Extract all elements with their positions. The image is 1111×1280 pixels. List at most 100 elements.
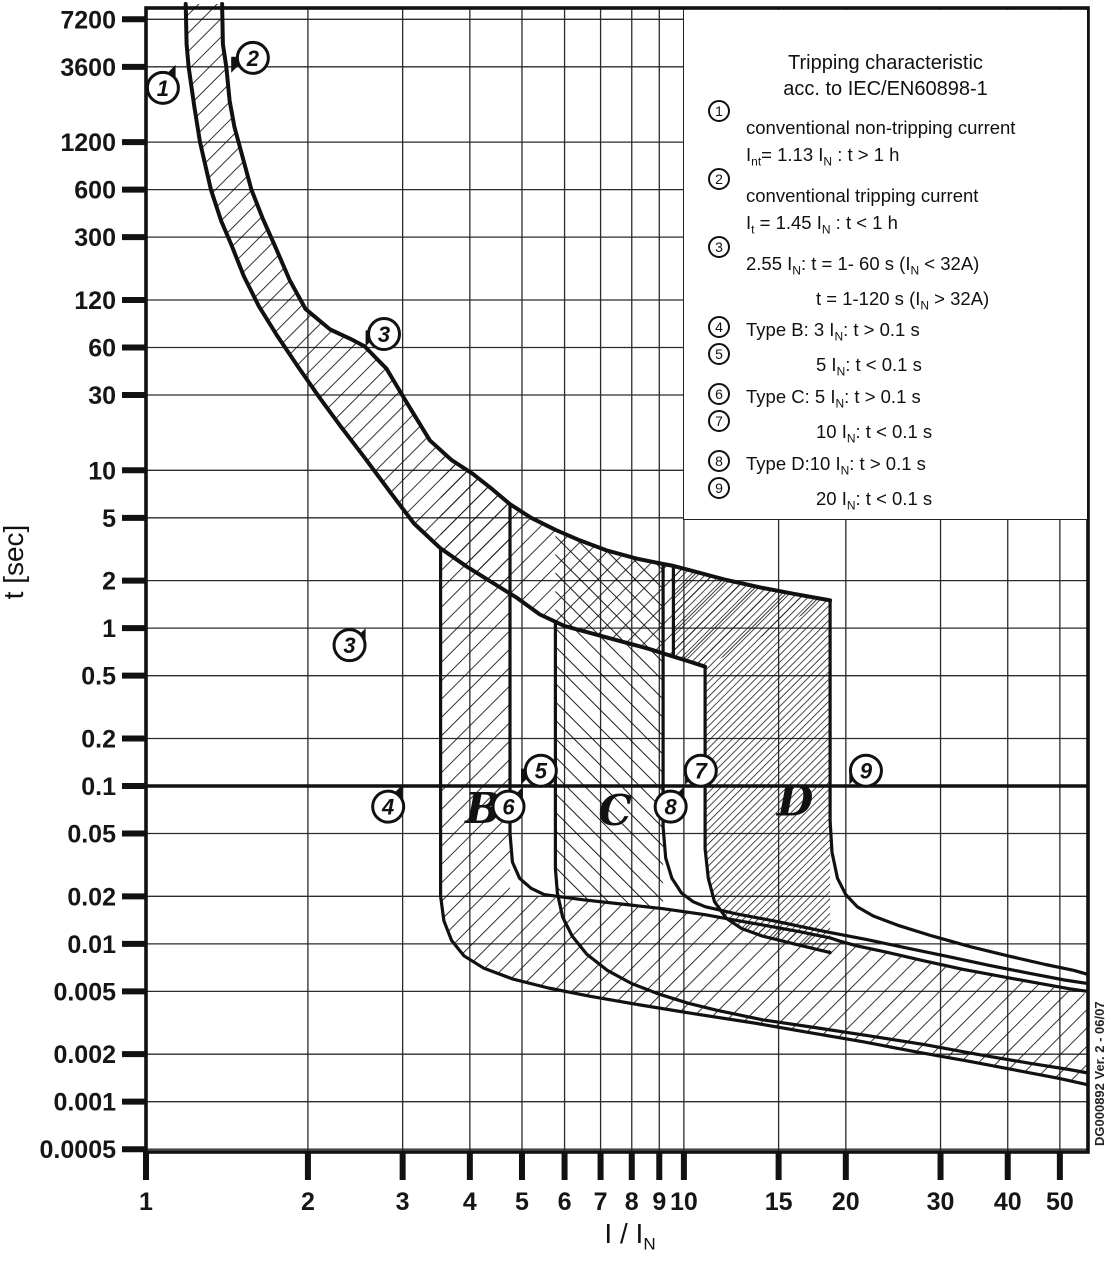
- marker-number: 2: [246, 46, 260, 71]
- curve-c-right: [661, 562, 1090, 986]
- legend-marker-1: 1: [708, 100, 730, 122]
- x-tick-label: 6: [558, 1188, 572, 1216]
- legend-title-line2: acc. to IEC/EN60898-1: [783, 78, 988, 100]
- marker-circle: [367, 317, 402, 352]
- callout-marker-9: 9: [848, 753, 883, 788]
- y-tick-label: 5: [102, 505, 116, 533]
- callout-marker-1: 1: [145, 64, 180, 105]
- marker-number: 1: [157, 76, 169, 101]
- x-tick-label: 8: [625, 1188, 639, 1216]
- marker-circle: [683, 753, 718, 788]
- x-tick-label: 3: [396, 1188, 410, 1216]
- legend-marker-5: 5: [708, 343, 730, 365]
- y-tick-label: 60: [88, 334, 116, 362]
- y-axis-title: t [sec]: [0, 524, 29, 600]
- marker-circle: [145, 70, 180, 105]
- y-tick-label: 0.005: [53, 978, 116, 1006]
- marker-circle: [523, 753, 558, 788]
- legend-item-1-line1: conventional non-tripping current: [746, 117, 1016, 138]
- x-tick-label: 5: [515, 1188, 529, 1216]
- marker-circle: [332, 628, 367, 663]
- y-tick-label: 120: [74, 287, 116, 315]
- legend-marker-6: 6: [708, 383, 730, 405]
- watermark-text: DG000892 Ver. 2 - 06/07: [1092, 1001, 1107, 1146]
- callout-marker-3: 3: [365, 317, 402, 352]
- y-tick-label: 0.5: [81, 663, 116, 691]
- callout-marker-5: 5: [521, 753, 558, 788]
- curve-thermal-left: [183, 2, 708, 669]
- marker-circle: [491, 789, 526, 824]
- legend-marker-4: 4: [708, 316, 730, 338]
- legend-item-5-line2: 10 IN: t < 0.1 s: [816, 420, 933, 446]
- x-axis-title: I / IN: [604, 1218, 656, 1254]
- curve-d-step: [703, 665, 832, 955]
- y-tick-label: 1200: [60, 129, 116, 157]
- y-tick-label: 0.02: [67, 883, 116, 911]
- y-tick-label: 0.002: [53, 1041, 116, 1069]
- band-magnetic: [440, 858, 1089, 1087]
- x-tick-label: 10: [670, 1188, 698, 1216]
- marker-number: 6: [502, 795, 515, 820]
- x-tick-label: 50: [1046, 1188, 1074, 1216]
- y-tick-label: 3600: [60, 54, 116, 82]
- y-tick-label: 30: [88, 382, 116, 410]
- marker-number: 3: [343, 633, 355, 658]
- legend-item-6-line2: 20 IN: t < 0.1 s: [816, 487, 933, 513]
- legend-item-2-line1: conventional tripping current: [746, 185, 979, 206]
- x-tick-label: 20: [832, 1188, 860, 1216]
- y-tick-label: 0.1: [81, 773, 116, 801]
- y-tick-label: 2: [102, 568, 116, 596]
- legend-item-4-line2: 5 IN: t < 0.1 s: [816, 353, 922, 379]
- legend-marker-9: 9: [708, 477, 730, 499]
- y-tick-label: 0.01: [67, 931, 116, 959]
- callout-marker-3: 3: [332, 628, 367, 663]
- axis-ticks-and-labels: 7200360012006003001206030105210.50.20.10…: [40, 6, 1074, 1216]
- legend-item-3-line2: t = 1-120 s (IN > 32A): [816, 287, 990, 313]
- legend-item-4-line1: Type B: 3 IN: t > 0.1 s: [746, 319, 920, 344]
- y-tick-label: 7200: [60, 6, 116, 34]
- marker-number: 3: [378, 322, 390, 347]
- x-tick-label: 1: [139, 1188, 153, 1216]
- marker-number: 5: [535, 759, 548, 784]
- y-tick-label: 0.2: [81, 725, 116, 753]
- x-tick-label: 30: [927, 1188, 955, 1216]
- callout-marker-8: 8: [653, 786, 688, 824]
- marker-number: 8: [665, 795, 678, 820]
- tripping-bands: [185, 4, 1089, 1087]
- legend-title-line1: Tripping characteristic: [788, 52, 983, 74]
- curve-d-right: [828, 598, 1090, 976]
- marker-circle: [848, 753, 883, 788]
- band-d: [673, 565, 831, 953]
- marker-circle: [235, 40, 270, 75]
- legend-item-6-line1: Type D:10 IN: t > 0.1 s: [746, 453, 926, 478]
- band-boundaries: [183, 2, 1090, 1087]
- legend-marker-2: 2: [708, 168, 730, 190]
- curve-thermal-right: [220, 2, 833, 603]
- curve-c-left: [553, 620, 1090, 1075]
- callout-marker-6: 6: [491, 786, 526, 824]
- marker-circle: [653, 789, 688, 824]
- legend-marker-7: 7: [708, 410, 730, 432]
- legend-item-1-line2: Int= 1.13 IN : t > 1 h: [746, 144, 900, 169]
- y-tick-label: 10: [88, 457, 116, 485]
- curve-b-right-upper: [508, 502, 1090, 993]
- legend-marker-3: 3: [708, 236, 730, 258]
- legend-item-2-line2: It = 1.45 IN : t < 1 h: [746, 212, 898, 237]
- x-tick-label: 7: [594, 1188, 608, 1216]
- y-tick-label: 600: [74, 177, 116, 205]
- callout-marker-4: 4: [371, 784, 406, 824]
- marker-number: 7: [695, 759, 709, 784]
- legend-box: Tripping characteristic acc. to IEC/EN60…: [683, 10, 1087, 520]
- band-c: [555, 529, 664, 910]
- callout-marker-2: 2: [231, 40, 270, 75]
- x-tick-label: 15: [765, 1188, 793, 1216]
- y-tick-label: 0.0005: [40, 1136, 117, 1164]
- x-tick-label: 40: [994, 1188, 1022, 1216]
- y-tick-label: 300: [74, 224, 116, 252]
- marker-circle: [371, 789, 406, 824]
- marker-number: 4: [381, 795, 394, 820]
- legend-item-3-line1: 2.55 IN: t = 1- 60 s (IN < 32A): [746, 253, 980, 278]
- legend-marker-8: 8: [708, 450, 730, 472]
- band-letter-D: D: [776, 776, 814, 825]
